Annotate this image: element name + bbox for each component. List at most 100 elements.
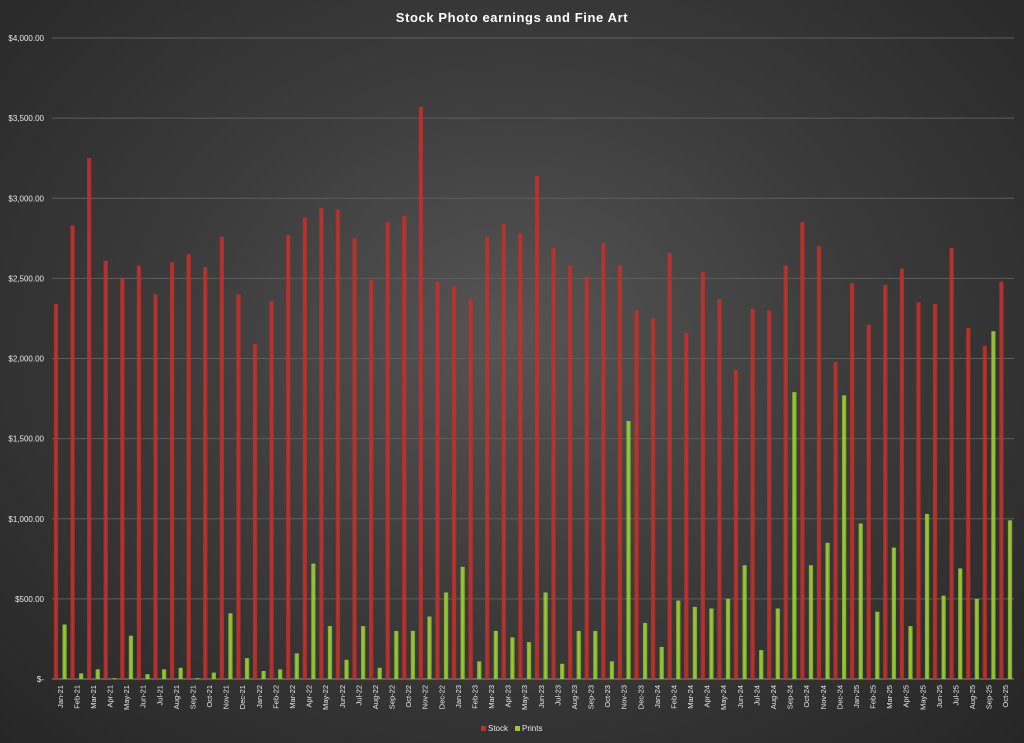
x-tick-label: Mar-25 xyxy=(885,685,894,709)
bar-stock-sep-23 xyxy=(584,276,589,679)
x-tick-label: Aug-23 xyxy=(570,685,579,709)
bar-stock-jun-25 xyxy=(932,304,938,679)
x-tick-label: Apr-21 xyxy=(106,685,115,708)
bar-stock-mar-22 xyxy=(286,235,291,680)
bar-stock-feb-24 xyxy=(667,252,672,680)
bar-prints-jun-23 xyxy=(543,592,548,679)
legend: Stock Prints xyxy=(481,724,542,733)
x-tick-label: Apr-23 xyxy=(504,685,513,708)
bar-prints-sep-21 xyxy=(195,678,200,679)
x-tick-label: Dec-22 xyxy=(437,685,446,709)
legend-label-prints: Prints xyxy=(522,724,542,733)
x-tick-label: Oct-22 xyxy=(404,685,413,708)
bar-stock-nov-22 xyxy=(418,106,424,680)
x-tick-label: Feb-21 xyxy=(72,685,81,709)
x-tick-label: Jun-21 xyxy=(139,685,148,708)
bar-prints-jan-25 xyxy=(858,523,863,679)
x-tick-label: May-21 xyxy=(122,685,131,710)
x-tick-label: Dec-24 xyxy=(835,685,844,709)
bar-stock-feb-21 xyxy=(70,225,75,679)
bar-prints-dec-23 xyxy=(642,622,648,679)
bar-prints-apr-21 xyxy=(112,678,117,679)
x-tick-label: Jan-25 xyxy=(852,685,861,708)
bar-stock-oct-23 xyxy=(601,243,606,679)
x-tick-label: Feb-25 xyxy=(869,685,878,709)
bar-stock-jul-21 xyxy=(153,294,158,679)
bar-stock-jan-21 xyxy=(53,304,59,679)
bar-prints-sep-24 xyxy=(792,392,797,679)
bar-prints-jan-21 xyxy=(62,624,67,679)
bar-prints-nov-23 xyxy=(626,420,631,679)
x-tick-label: Mar-23 xyxy=(487,685,496,709)
bar-stock-jan-22 xyxy=(252,344,258,679)
x-tick-label: Sep-23 xyxy=(587,685,596,709)
bar-stock-jul-22 xyxy=(352,238,357,679)
bar-stock-sep-21 xyxy=(186,254,191,679)
bar-stock-apr-25 xyxy=(899,268,905,679)
bar-stock-apr-22 xyxy=(302,217,307,680)
bar-stock-aug-23 xyxy=(568,265,573,679)
x-tick-label: Feb-23 xyxy=(470,685,479,709)
legend-swatch-prints xyxy=(515,726,520,731)
bar-stock-nov-23 xyxy=(617,265,623,679)
bar-prints-dec-22 xyxy=(443,592,449,679)
bar-prints-jul-21 xyxy=(161,669,167,679)
bar-prints-mar-25 xyxy=(891,547,897,679)
bar-stock-jan-25 xyxy=(849,283,855,679)
bar-stock-mar-23 xyxy=(485,236,490,679)
bar-stock-dec-21 xyxy=(236,294,241,679)
bar-prints-may-23 xyxy=(526,642,532,679)
bar-prints-nov-22 xyxy=(427,616,432,679)
bar-stock-dec-22 xyxy=(435,281,440,679)
bar-stock-oct-22 xyxy=(402,215,407,679)
bar-prints-mar-24 xyxy=(692,606,698,679)
x-tick-label: Oct-21 xyxy=(205,685,214,708)
x-axis-ticks: Jan-21 Feb-21 Mar-21 Apr-21 May-21 Jun-21 Jul-… xyxy=(56,685,1010,710)
bar-stock-sep-22 xyxy=(385,222,390,679)
bar-stock-nov-24 xyxy=(816,246,822,679)
bar-stock-aug-24 xyxy=(767,310,772,679)
bar-prints-oct-24 xyxy=(808,565,814,679)
bar-prints-apr-23 xyxy=(510,637,515,679)
bar-prints-mar-23 xyxy=(493,630,498,679)
x-tick-label: Oct-23 xyxy=(603,685,612,708)
y-tick-label: $1,500.00 xyxy=(8,435,44,444)
y-tick-label: $1,000.00 xyxy=(8,515,44,524)
x-tick-label: Oct-25 xyxy=(1001,685,1010,708)
bar-prints-apr-22 xyxy=(311,563,316,679)
bar-prints-aug-23 xyxy=(576,630,581,679)
bar-prints-nov-24 xyxy=(825,542,830,679)
bar-stock-mar-25 xyxy=(883,284,888,679)
x-tick-label: Jan-23 xyxy=(454,685,463,708)
bar-stock-jan-23 xyxy=(451,286,457,679)
y-tick-label: $3,500.00 xyxy=(8,114,44,123)
bar-prints-nov-21 xyxy=(228,613,233,679)
x-tick-label: Feb-24 xyxy=(669,685,678,709)
bar-stock-aug-21 xyxy=(169,262,175,679)
bar-prints-aug-24 xyxy=(775,608,780,679)
x-tick-label: Sep-25 xyxy=(985,685,994,709)
bar-stock-may-24 xyxy=(717,299,722,679)
bar-prints-jun-24 xyxy=(742,565,747,679)
bar-stock-aug-22 xyxy=(368,279,374,679)
bar-stock-feb-22 xyxy=(269,300,274,679)
bar-stock-feb-25 xyxy=(866,324,871,679)
bar-stock-jul-23 xyxy=(551,247,556,680)
bar-prints-oct-21 xyxy=(211,672,217,679)
y-tick-label: $2,000.00 xyxy=(8,355,44,364)
gridlines xyxy=(52,37,1014,680)
x-tick-label: Jun-23 xyxy=(537,685,546,708)
bar-prints-aug-21 xyxy=(178,667,183,679)
bar-stock-may-21 xyxy=(120,278,125,679)
bar-prints-oct-25 xyxy=(1007,520,1013,679)
x-tick-label: Jul-24 xyxy=(752,685,761,705)
x-tick-label: Nov-21 xyxy=(222,685,231,709)
x-tick-label: Jul-21 xyxy=(155,685,164,705)
bar-prints-jan-23 xyxy=(460,566,465,679)
x-tick-label: Dec-21 xyxy=(238,685,247,709)
bar-prints-sep-22 xyxy=(394,630,399,679)
bar-stock-sep-25 xyxy=(982,345,987,679)
x-tick-label: Jan-21 xyxy=(56,685,65,708)
bar-prints-mar-21 xyxy=(95,669,100,679)
